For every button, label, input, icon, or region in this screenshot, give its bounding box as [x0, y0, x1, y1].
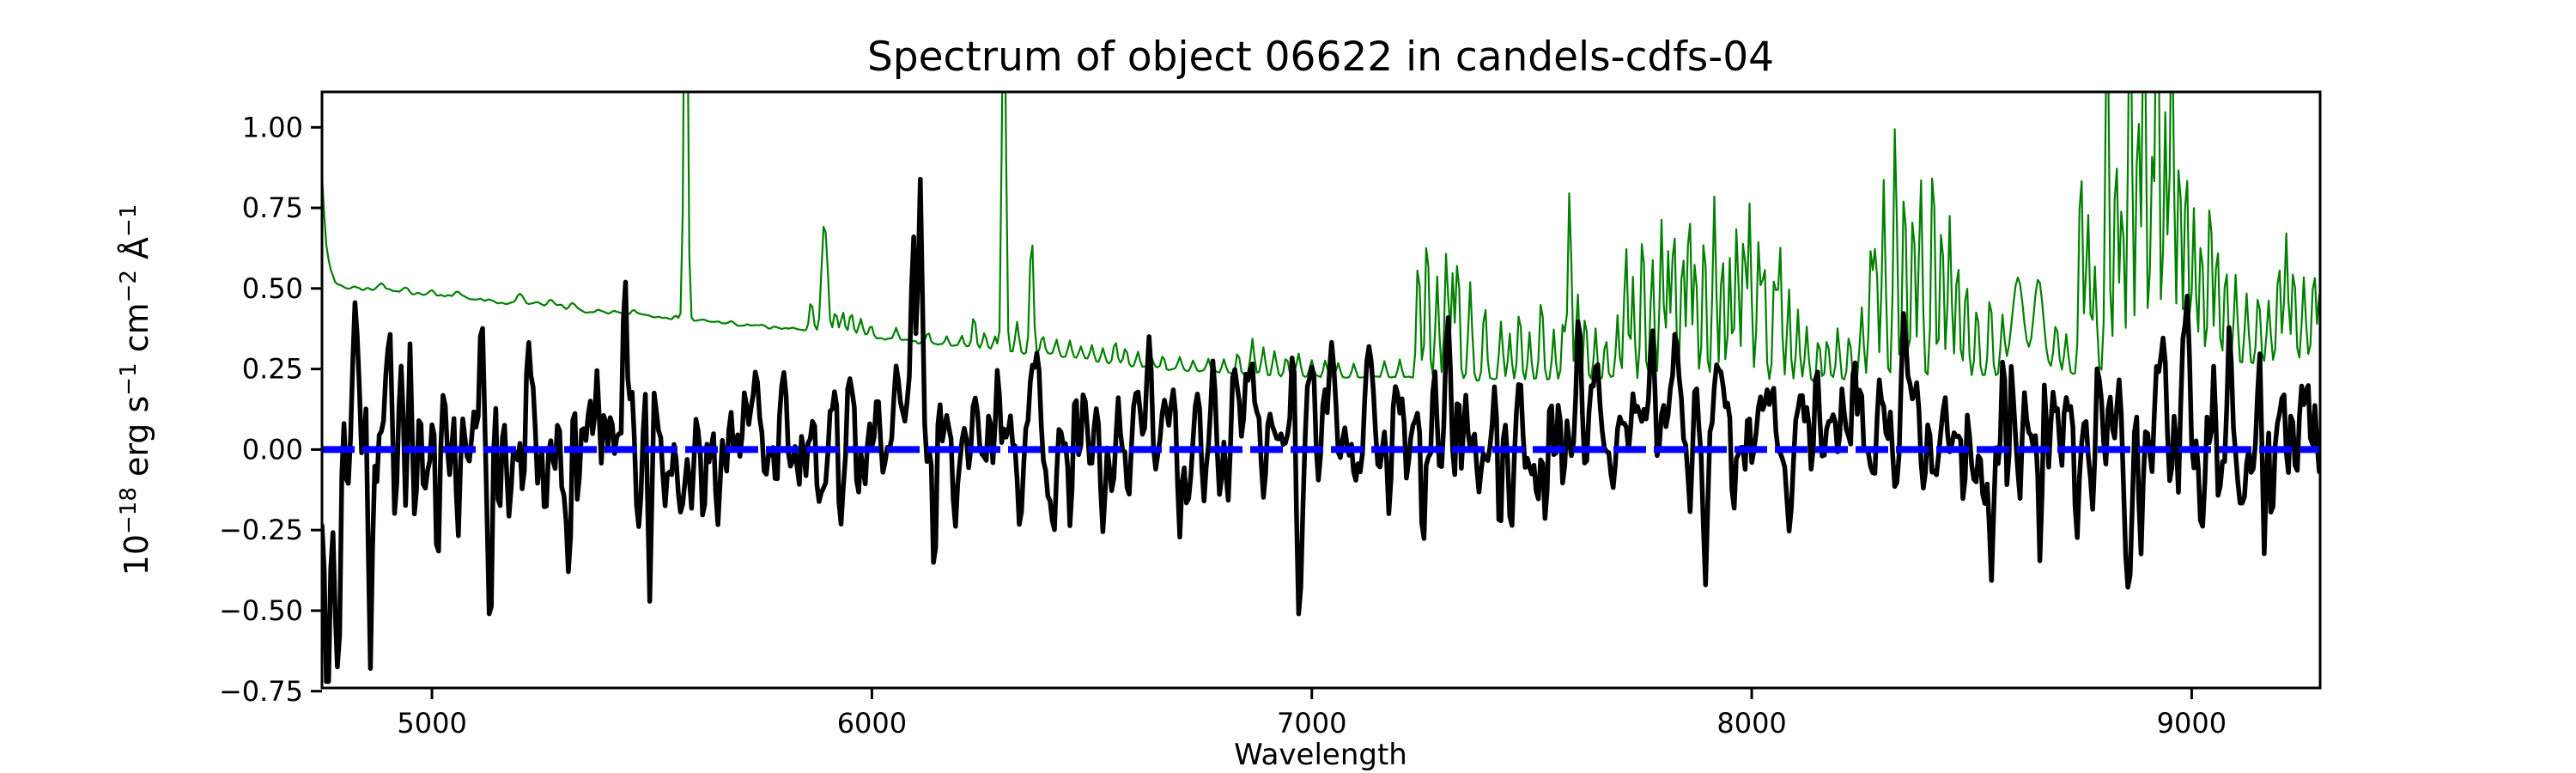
x-tick-label: 9000	[2157, 707, 2227, 740]
y-axis-label: 10−18 erg s−1 cm−2 Å−1	[116, 204, 155, 576]
ylabel-text: erg s	[118, 396, 155, 487]
y-tick-label: −0.75	[219, 675, 303, 708]
ylabel-superscript: −1	[116, 204, 142, 237]
ylabel-superscript: −2	[116, 270, 142, 302]
x-tick-label: 6000	[837, 707, 907, 740]
ylabel-text: Å	[118, 237, 155, 270]
noise-spectrum-line	[322, 92, 2320, 382]
x-axis-label: Wavelength	[1234, 738, 1407, 772]
ylabel-superscript: −18	[116, 487, 142, 534]
ylabel-text: 10	[118, 534, 155, 575]
axes-frame	[320, 90, 2322, 690]
y-tick-label: 1.00	[242, 111, 303, 143]
y-tick-label: −0.25	[219, 514, 303, 546]
series-layer	[322, 92, 2320, 685]
plot-title: Spectrum of object 06622 in candels-cdfs…	[867, 33, 1774, 81]
flux-spectrum-line	[322, 176, 2320, 685]
ylabel-superscript: −1	[116, 362, 142, 395]
y-tick-label: 0.00	[242, 433, 303, 466]
x-tick-label: 5000	[397, 707, 466, 740]
x-tick-label: 7000	[1277, 707, 1346, 740]
y-tick-label: 0.50	[242, 272, 303, 305]
ylabel-text: cm	[118, 302, 155, 362]
y-tick-label: −0.50	[219, 594, 303, 627]
y-tick-label: 0.25	[242, 353, 303, 386]
y-tick-label: 0.75	[242, 192, 303, 224]
axis-ticks	[311, 125, 2193, 699]
axis-tick-labels: 5000 6000 7000 8000 9000 1.00 0.75 0.50 0.25 0.00…	[219, 111, 2227, 740]
x-tick-label: 8000	[1716, 707, 1786, 740]
